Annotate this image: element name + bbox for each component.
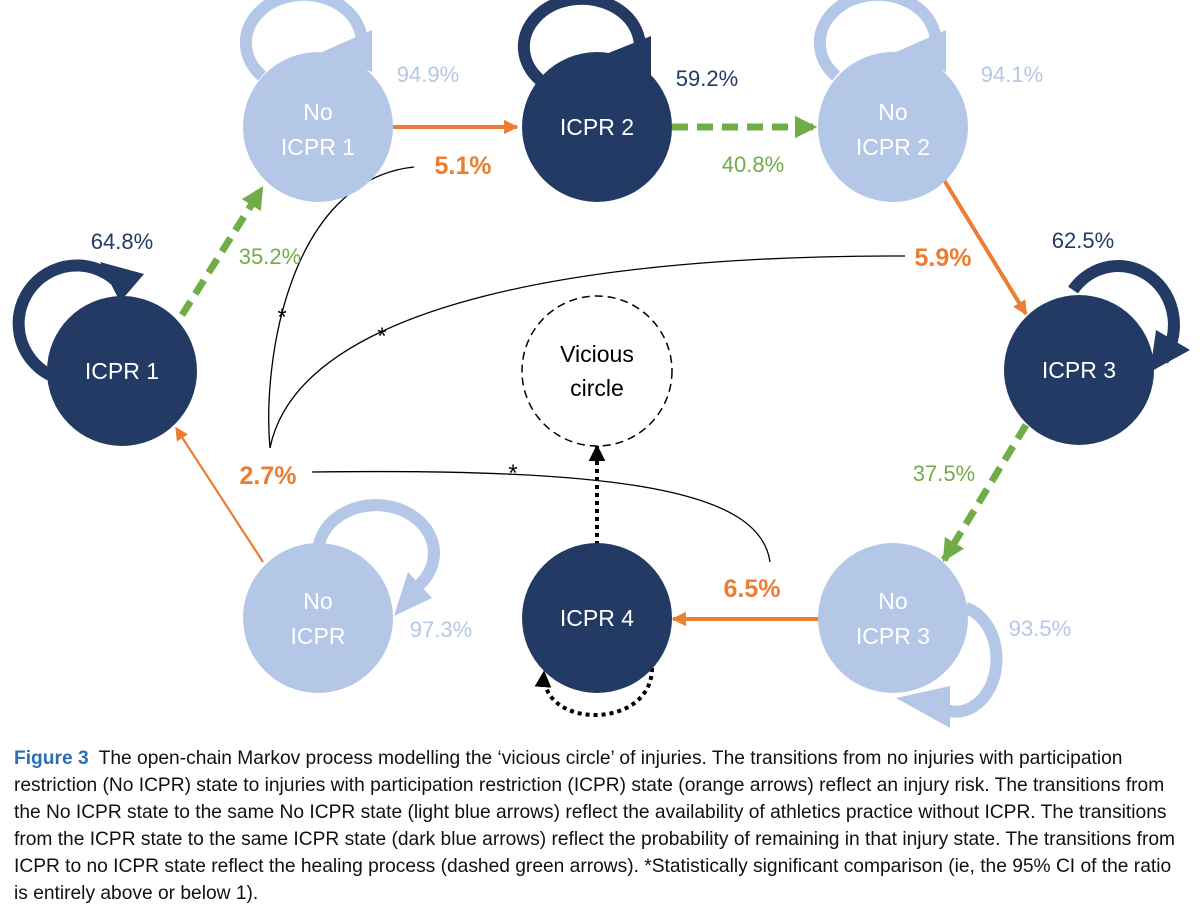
icpr3-self-loop-arrowhead (1150, 330, 1190, 372)
no-icpr-self-loop (311, 499, 440, 598)
node-icpr2-label: ICPR 2 (560, 114, 634, 140)
no-icpr1-self-loop-arrowhead (322, 30, 372, 72)
node-no-icpr-line2: ICPR (291, 623, 346, 649)
node-no-icpr (243, 543, 393, 693)
node-no-icpr3 (818, 543, 968, 693)
arrow-icpr1-to-no-icpr1 (179, 186, 265, 317)
node-vicious-line2: circle (570, 375, 624, 401)
pct-no-icpr1-to-icpr2: 5.1% (435, 152, 492, 180)
node-no-icpr1 (243, 52, 393, 202)
no-icpr3-self-loop-arrowhead (896, 686, 950, 728)
figure-caption: Figure 3 The open-chain Markov process mo… (14, 745, 1190, 907)
node-no-icpr2-line1: No (878, 99, 907, 125)
node-vicious-line1: Vicious (560, 341, 634, 367)
significance-marker-2: * (377, 323, 386, 350)
node-icpr4-label: ICPR 4 (560, 605, 634, 631)
no-icpr-self-loop-arrowhead (394, 572, 432, 616)
node-icpr4 (522, 543, 672, 693)
node-vicious-circle (521, 295, 673, 447)
node-no-icpr3-line2: ICPR 3 (856, 623, 930, 649)
pct-no-icpr-self: 97.3% (410, 617, 472, 642)
figure-caption-label: Figure 3 (14, 748, 89, 769)
icpr3-self-loop (1068, 260, 1180, 364)
node-no-icpr2-line2: ICPR 2 (856, 134, 930, 160)
comparison-curve-6-5 (311, 470, 771, 563)
pct-no-icpr-to-icpr1: 2.7% (240, 462, 297, 490)
node-no-icpr1-line1: No (303, 99, 332, 125)
markov-diagram: ICPR 1 No ICPR 1 ICPR 2 No ICPR 2 ICPR 3… (12, 0, 1190, 728)
node-icpr1 (47, 296, 197, 446)
comparison-curve-5-1 (268, 166, 415, 449)
pct-no-icpr2-self: 94.1% (981, 62, 1043, 87)
comparison-curve-5-9 (269, 255, 906, 449)
pct-icpr2-to-no-icpr2: 40.8% (722, 152, 784, 177)
no-icpr3-self-loop (944, 602, 1003, 718)
pct-icpr2-self: 59.2% (676, 66, 738, 91)
figure-caption-text: The open-chain Markov process modelling … (14, 748, 1175, 904)
pct-no-icpr3-to-icpr4: 6.5% (724, 575, 781, 603)
significance-marker-3: * (508, 460, 517, 487)
pct-icpr1-self: 64.8% (91, 229, 153, 254)
pct-icpr3-self: 62.5% (1052, 228, 1114, 253)
icpr2-self-loop (517, 0, 646, 85)
pct-no-icpr2-to-icpr3: 5.9% (915, 244, 972, 272)
node-no-icpr-line1: No (303, 588, 332, 614)
node-icpr3-label: ICPR 3 (1042, 357, 1116, 383)
pct-icpr3-to-no-icpr3: 37.5% (913, 461, 975, 486)
arrow-icpr3-to-no-icpr3 (941, 423, 1029, 562)
pct-icpr1-to-no-icpr1: 35.2% (239, 244, 301, 269)
icpr1-self-loop-arrowhead (100, 262, 144, 302)
no-icpr2-self-loop-arrowhead (896, 30, 946, 72)
pct-no-icpr1-self: 94.9% (397, 62, 459, 87)
arrow-no-icpr2-to-icpr3 (942, 178, 1028, 316)
node-no-icpr1-line2: ICPR 1 (281, 134, 355, 160)
pct-no-icpr3-self: 93.5% (1009, 616, 1071, 641)
significance-marker-1: * (277, 304, 286, 331)
icpr4-self-loop (534, 667, 654, 717)
icpr1-self-loop (12, 259, 129, 381)
node-icpr1-label: ICPR 1 (85, 358, 159, 384)
node-no-icpr3-line1: No (878, 588, 907, 614)
arrow-no-icpr-to-icpr1 (175, 426, 264, 563)
node-icpr2 (522, 52, 672, 202)
no-icpr1-self-loop (239, 0, 368, 81)
node-icpr3 (1004, 295, 1154, 445)
no-icpr2-self-loop (813, 0, 942, 81)
node-no-icpr2 (818, 52, 968, 202)
